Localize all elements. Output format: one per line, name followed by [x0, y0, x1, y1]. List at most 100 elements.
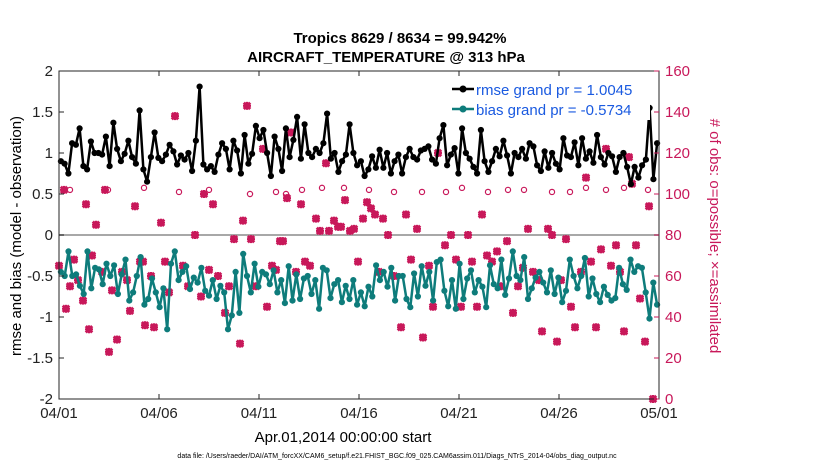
y-right-tick-label: 0 [665, 391, 673, 408]
obs-assimilated-marker [204, 265, 214, 275]
bias-point [593, 290, 600, 298]
obs-assimilated-marker [353, 257, 363, 266]
obs-assimilated-marker [566, 302, 576, 312]
obs-assimilated-marker [624, 152, 634, 162]
obs-assimilated-marker [69, 255, 79, 264]
x-axis: 04/01 04/06 04/11 04/16 04/21 04/26 05/01 [40, 71, 678, 422]
y-tick-label: 1.5 [32, 104, 53, 121]
obs-assimilated-marker [170, 111, 180, 121]
rmse-point [507, 170, 514, 177]
x-tick-label: 05/01 [640, 405, 678, 422]
bias-point [228, 312, 235, 319]
rmse-point [211, 168, 218, 175]
bias-point [574, 285, 581, 292]
rmse-point [84, 166, 91, 173]
bias-point [536, 268, 543, 275]
rmse-point [346, 121, 353, 128]
bias-point [221, 289, 228, 296]
obs-possible-marker [484, 188, 492, 196]
rmse-point [519, 145, 526, 152]
obs-possible-marker [582, 184, 590, 192]
obs-assimilated-marker [644, 202, 654, 211]
obs-possible-marker [175, 188, 183, 196]
obs-assimilated-marker [561, 234, 571, 244]
rmse-point [185, 149, 192, 157]
obs-possible-marker [282, 190, 290, 198]
bias-point [604, 291, 611, 298]
obs-assimilated-marker [523, 224, 533, 234]
bias-point [327, 295, 334, 302]
obs-assimilated-marker [199, 189, 209, 199]
bias-point [190, 274, 197, 281]
rmse-point [624, 163, 631, 170]
bias-point [179, 268, 186, 275]
obs-assimilated-marker [552, 337, 562, 346]
bias-point [80, 290, 87, 298]
rmse-point [226, 166, 233, 173]
x-tick-label: 04/26 [540, 405, 578, 422]
bias-point [646, 315, 653, 322]
obs-possible-marker [644, 186, 652, 194]
bias-point [494, 285, 501, 292]
rmse-point [635, 174, 642, 181]
rmse-point [147, 154, 154, 161]
bias-point [441, 287, 448, 294]
rmse-point [594, 131, 601, 139]
rmse-point [399, 170, 406, 177]
rmse-point [230, 137, 237, 144]
obs-assimilated-marker [315, 226, 325, 236]
bias-point [160, 285, 167, 292]
rmse-point [575, 162, 582, 169]
bias-point [198, 264, 205, 271]
y-right-tick-label: 140 [665, 104, 690, 121]
rmse-point [121, 150, 128, 157]
bias-point [479, 283, 486, 290]
rmse-point [534, 162, 541, 169]
rmse-point [361, 172, 368, 180]
obs-assimilated-marker [329, 216, 339, 225]
rmse-point [470, 163, 477, 170]
rmse-point [489, 158, 496, 165]
obs-assimilated-marker [502, 236, 512, 246]
bias-point [361, 303, 368, 310]
y-right-tick-label: 100 [665, 186, 690, 203]
rmse-point [181, 156, 188, 163]
rmse-point [297, 155, 304, 162]
obs-assimilated-marker [378, 214, 388, 223]
bias-point [281, 300, 288, 307]
obs-assimilated-marker [160, 257, 170, 266]
rmse-point [305, 149, 312, 157]
bias-point [251, 260, 258, 267]
bias-point [623, 286, 630, 293]
obs-assimilated-marker [321, 158, 331, 168]
bias-point [65, 248, 72, 255]
obs-possible-marker [365, 186, 373, 194]
obs-possible-marker [504, 186, 512, 194]
obs-assimilated-marker [149, 322, 159, 332]
rmse-point [597, 154, 605, 161]
rmse-point [537, 167, 545, 175]
obs-possible-marker [140, 184, 148, 192]
rmse-point [166, 141, 173, 148]
rmse-point [110, 119, 117, 126]
obs-assimilated-marker [140, 320, 150, 330]
obs-assimilated-marker [631, 240, 641, 250]
rmse-point [174, 161, 181, 168]
legend-bias-marker [459, 105, 467, 113]
rmse-point [350, 149, 357, 157]
y-right-tick-label: 160 [665, 63, 690, 80]
obs-assimilated-marker [528, 267, 538, 277]
bias-point [578, 272, 585, 280]
rmse-point [402, 154, 409, 161]
bias-point [240, 250, 247, 257]
obs-possible-marker [602, 186, 610, 194]
bias-point [350, 277, 357, 284]
obs-assimilated-marker [336, 222, 346, 232]
bias-point [335, 277, 342, 284]
chart-title: Tropics 8629 / 8634 = 99.942% [293, 30, 506, 47]
obs-assimilated-marker [463, 230, 473, 240]
bias-point [430, 297, 437, 304]
rmse-point [144, 178, 151, 185]
obs-assimilated-marker [581, 173, 591, 182]
rmse-point [462, 149, 469, 157]
